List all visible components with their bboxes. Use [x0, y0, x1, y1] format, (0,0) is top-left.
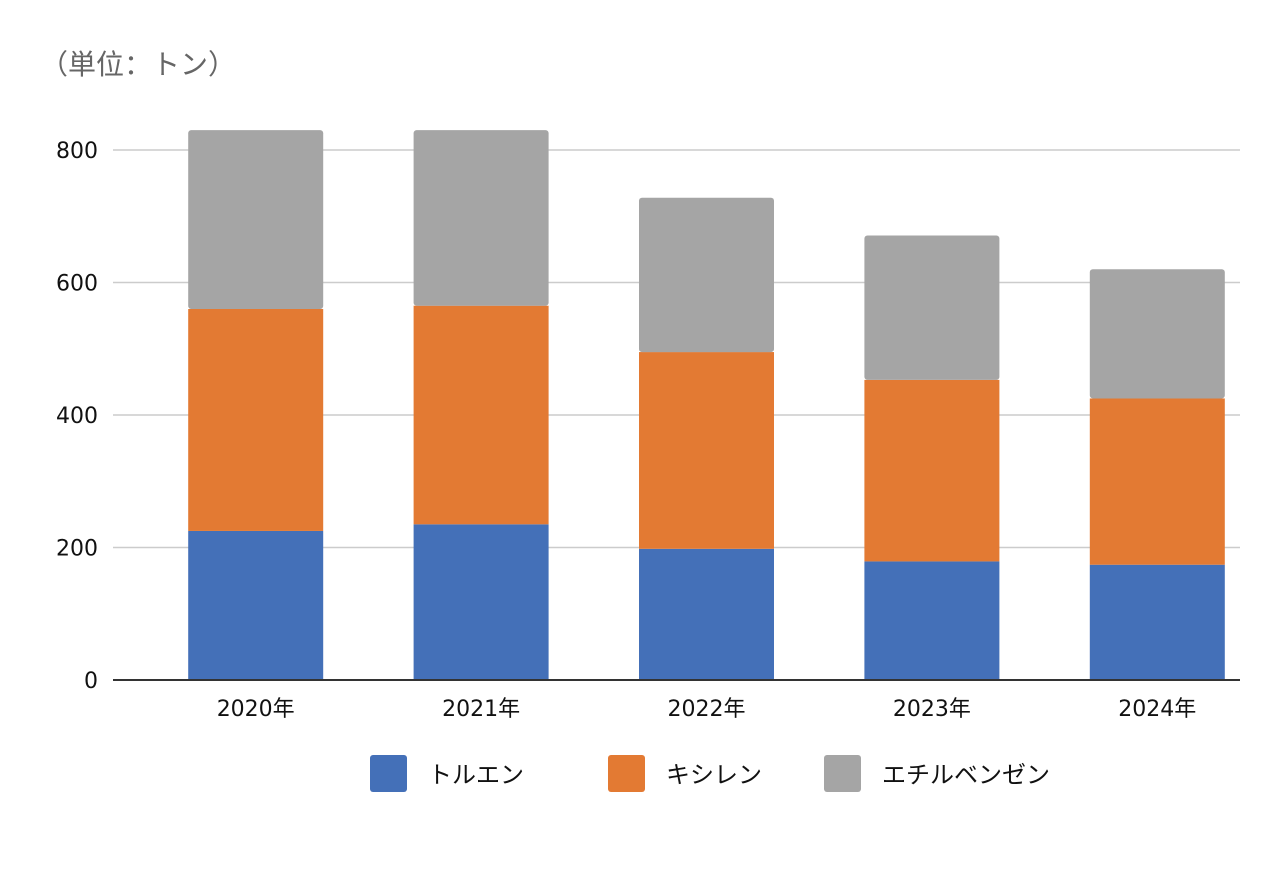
bar-segment	[413, 305, 549, 525]
legend: トルエン キシレン エチルベンゼン	[370, 755, 1050, 792]
legend-swatch	[370, 755, 407, 792]
y-tick-label: 600	[56, 272, 98, 297]
x-tick-label: 2020年	[217, 697, 295, 722]
bar-segment	[864, 379, 1000, 562]
bar-segment	[864, 235, 1000, 380]
bar-segment	[413, 524, 549, 680]
y-tick-label: 0	[84, 669, 98, 694]
bar-segment	[1089, 269, 1225, 399]
bars	[188, 130, 1225, 680]
y-tick-label: 800	[56, 139, 98, 164]
x-tick-label: 2023年	[893, 697, 971, 722]
y-tick-label: 200	[56, 537, 98, 562]
legend-label: エチルベンゼン	[882, 761, 1050, 789]
unit-label: （単位：トン）	[40, 48, 236, 81]
bar-segment	[188, 130, 324, 309]
x-tick-label: 2021年	[442, 697, 520, 722]
bar-segment	[639, 197, 774, 353]
legend-swatch	[608, 755, 645, 792]
y-tick-label: 400	[56, 404, 98, 429]
x-tick-label: 2024年	[1118, 697, 1196, 722]
bar-segment	[1089, 398, 1225, 565]
bar-segment	[413, 130, 549, 306]
legend-label: キシレン	[666, 761, 762, 789]
x-axis-labels: 2020年 2021年 2022年 2023年 2024年	[217, 697, 1197, 722]
bar-segment	[188, 309, 324, 531]
bar-segment	[864, 561, 1000, 680]
bar-segment	[188, 530, 324, 680]
x-tick-label: 2022年	[668, 697, 746, 722]
legend-swatch	[824, 755, 861, 792]
legend-label: トルエン	[428, 761, 524, 789]
y-axis-ticks: 0 200 400 600 800	[56, 139, 98, 694]
bar-segment	[639, 352, 774, 549]
bar-segment	[1089, 564, 1225, 680]
bar-segment	[639, 548, 774, 680]
